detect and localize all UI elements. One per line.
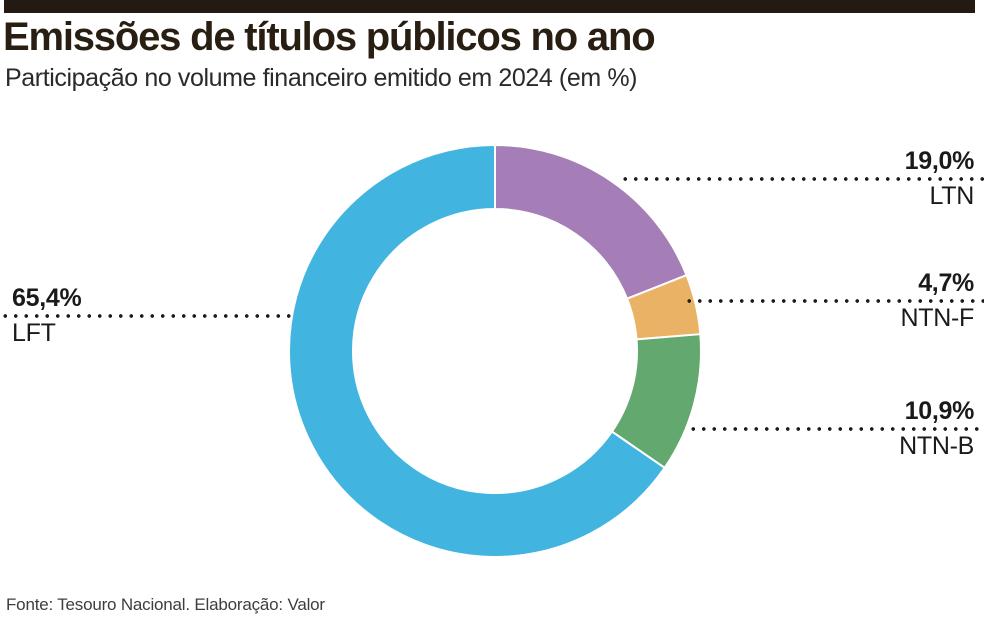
leader-line-ntn-b [688,427,984,431]
callout-ntn-f-value: 4,7% [918,269,974,297]
leader-line-ntn-f [684,299,984,303]
callout-lft: 65,4% LFT [0,285,292,347]
header-accent-bar [4,0,975,13]
callout-ntn-b: 10,9% NTN-B [688,398,984,460]
leader-line-lft [0,314,292,318]
callout-lft-label: LFT [12,319,56,347]
callout-ltn: 19,0% LTN [620,148,984,210]
callout-ntn-f-label: NTN-F [900,304,975,332]
leader-line-ltn [620,177,984,181]
donut-slice-lft [288,144,666,558]
callout-ntn-b-label: NTN-B [899,432,974,460]
callout-ntn-f: 4,7% NTN-F [684,270,984,332]
source-note: Fonte: Tesouro Nacional. Elaboração: Val… [6,595,325,614]
callout-lft-value: 65,4% [12,284,82,312]
callout-ltn-label: LTN [929,182,975,210]
page-title: Emissões de títulos públicos no ano [3,15,656,59]
callout-ntn-b-value: 10,9% [904,397,975,425]
callout-ltn-value: 19,0% [904,147,975,175]
page-subtitle: Participação no volume financeiro emitid… [5,64,638,92]
